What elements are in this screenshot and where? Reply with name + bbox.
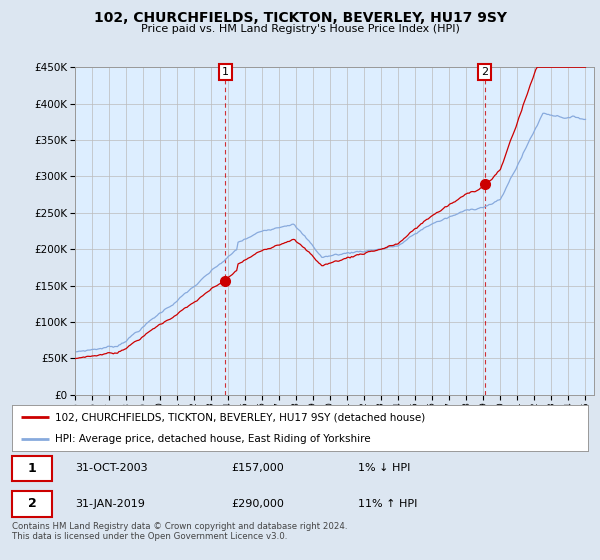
Text: £157,000: £157,000 bbox=[231, 464, 284, 473]
Text: Contains HM Land Registry data © Crown copyright and database right 2024.
This d: Contains HM Land Registry data © Crown c… bbox=[12, 522, 347, 542]
Text: 11% ↑ HPI: 11% ↑ HPI bbox=[358, 499, 417, 509]
Text: 2: 2 bbox=[481, 67, 488, 77]
FancyBboxPatch shape bbox=[12, 491, 52, 517]
Text: 1: 1 bbox=[222, 67, 229, 77]
Text: 31-OCT-2003: 31-OCT-2003 bbox=[76, 464, 148, 473]
Text: 2: 2 bbox=[28, 497, 37, 510]
Text: 102, CHURCHFIELDS, TICKTON, BEVERLEY, HU17 9SY (detached house): 102, CHURCHFIELDS, TICKTON, BEVERLEY, HU… bbox=[55, 412, 425, 422]
Text: 31-JAN-2019: 31-JAN-2019 bbox=[76, 499, 145, 509]
Text: HPI: Average price, detached house, East Riding of Yorkshire: HPI: Average price, detached house, East… bbox=[55, 435, 371, 444]
Text: £290,000: £290,000 bbox=[231, 499, 284, 509]
Text: Price paid vs. HM Land Registry's House Price Index (HPI): Price paid vs. HM Land Registry's House … bbox=[140, 24, 460, 34]
Text: 102, CHURCHFIELDS, TICKTON, BEVERLEY, HU17 9SY: 102, CHURCHFIELDS, TICKTON, BEVERLEY, HU… bbox=[94, 11, 506, 25]
Text: 1% ↓ HPI: 1% ↓ HPI bbox=[358, 464, 410, 473]
Text: 1: 1 bbox=[28, 462, 37, 475]
FancyBboxPatch shape bbox=[12, 455, 52, 481]
